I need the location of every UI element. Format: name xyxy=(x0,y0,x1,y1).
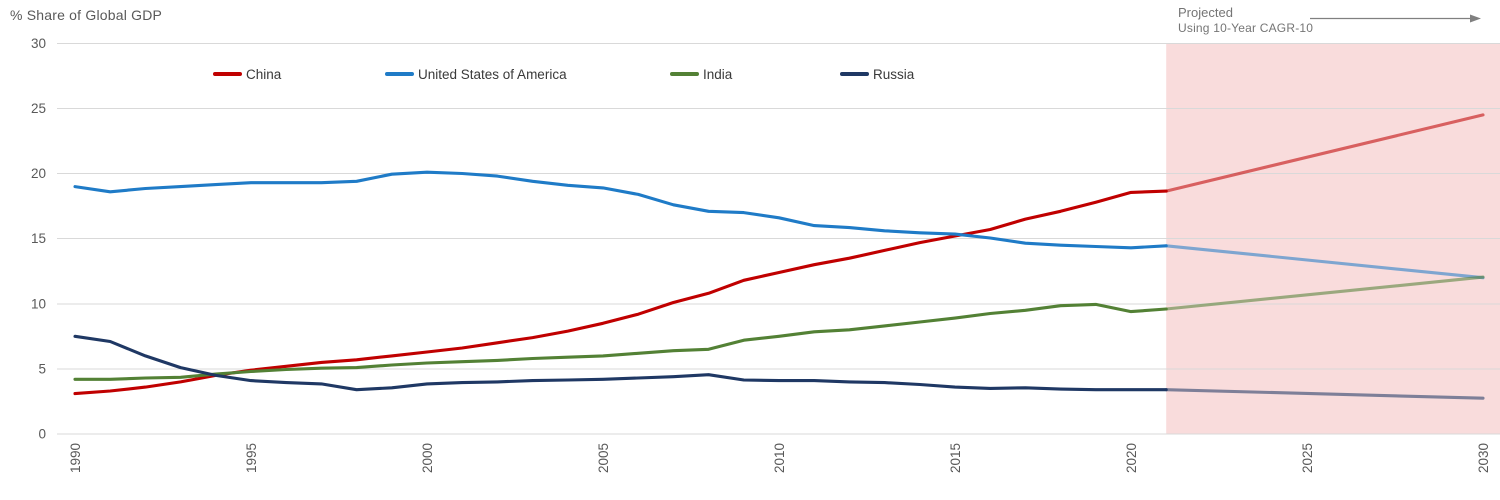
x-tick-label: 2010 xyxy=(772,443,787,473)
y-tick-label: 15 xyxy=(31,231,46,246)
legend-item-russia: Russia xyxy=(840,66,914,82)
legend-label: United States of America xyxy=(418,66,567,82)
projection-line-china xyxy=(1164,113,1485,193)
legend-label: China xyxy=(246,66,282,82)
projection-note-title: Projected xyxy=(1178,5,1233,20)
projection-line-united-states-of-america xyxy=(1164,244,1485,280)
projection-note: Projected Using 10-Year CAGR-10 xyxy=(1178,5,1313,36)
projection-arrow-icon xyxy=(1310,12,1482,24)
projection-line-india xyxy=(1164,275,1485,311)
projection-note-subtitle: Using 10-Year CAGR-10 xyxy=(1178,21,1314,35)
legend-swatch-united-states-of-america xyxy=(385,72,414,76)
y-tick-label: 0 xyxy=(38,427,46,442)
legend-label: Russia xyxy=(873,66,915,82)
legend-swatch-india xyxy=(670,72,699,76)
series-line-china xyxy=(73,189,1168,396)
y-tick-label: 30 xyxy=(31,36,46,51)
legend-swatch-russia xyxy=(840,72,869,76)
legend-item-united-states-of-america: United States of America xyxy=(385,66,567,82)
series-line-russia xyxy=(73,334,1168,392)
legend-swatch-china xyxy=(213,72,242,76)
legend-item-india: India xyxy=(670,66,732,82)
x-tick-label: 2025 xyxy=(1300,443,1315,473)
y-tick-label: 5 xyxy=(38,361,46,376)
x-tick-label: 1990 xyxy=(68,443,83,473)
y-tick-label: 10 xyxy=(31,296,46,311)
legend-label: India xyxy=(703,66,733,82)
x-tick-label: 2015 xyxy=(948,443,963,473)
x-tick-label: 2000 xyxy=(420,443,435,473)
legend-item-china: China xyxy=(213,66,281,82)
y-tick-label: 20 xyxy=(31,166,46,181)
chart-title: % Share of Global GDP xyxy=(10,7,163,23)
series-line-united-states-of-america xyxy=(73,170,1168,250)
x-tick-label: 2005 xyxy=(596,443,611,473)
y-tick-label: 25 xyxy=(31,101,46,116)
projection-line-russia xyxy=(1164,388,1485,400)
x-tick-label: 2030 xyxy=(1476,443,1491,473)
x-tick-label: 1995 xyxy=(244,443,259,473)
series-line-india xyxy=(73,302,1168,381)
x-tick-label: 2020 xyxy=(1124,443,1139,473)
